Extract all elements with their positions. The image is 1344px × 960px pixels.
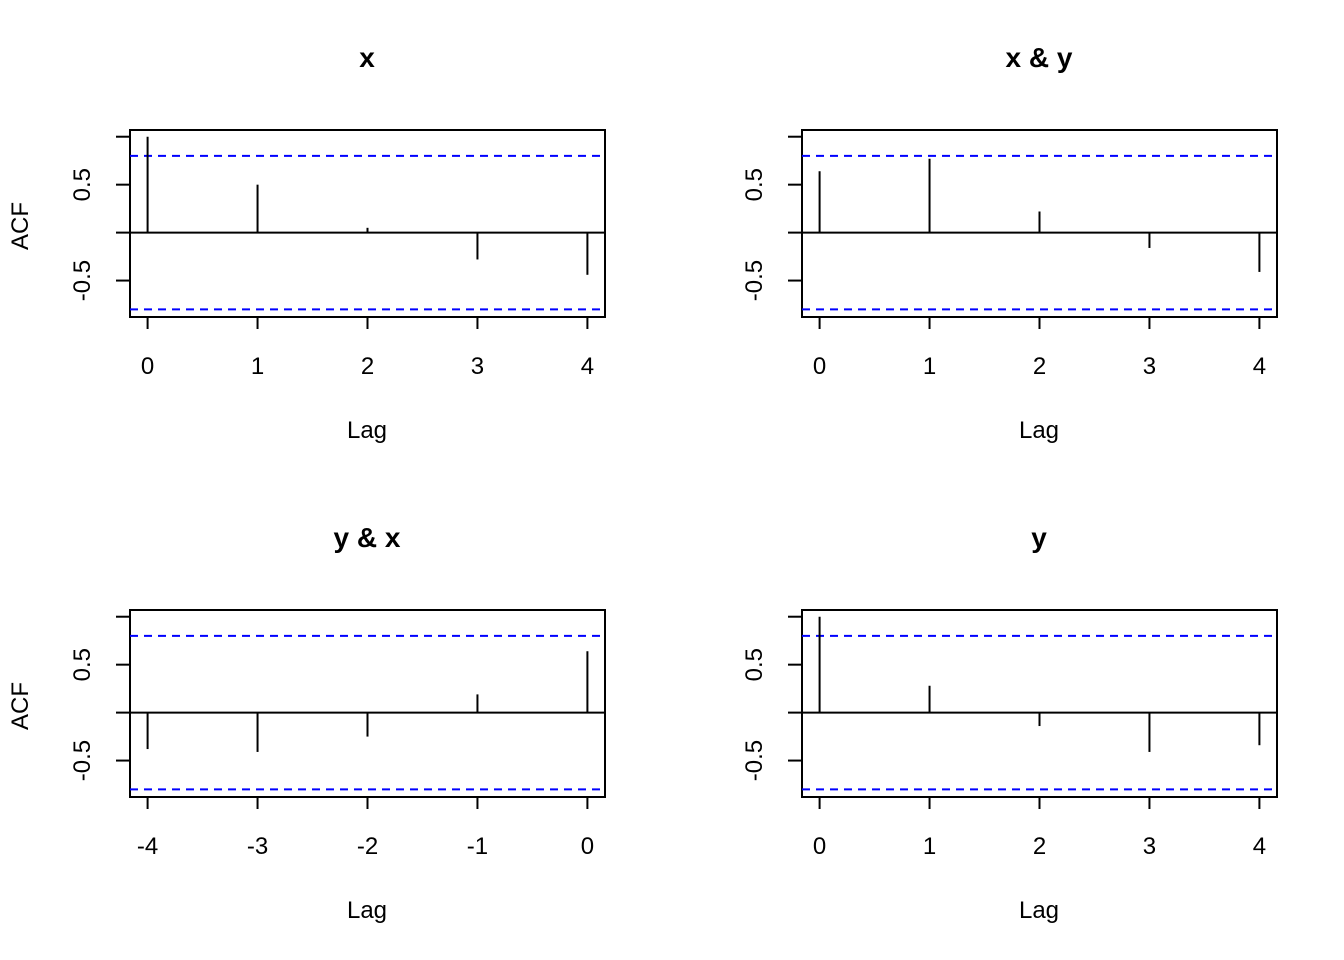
acf-panel-2: x & y 0 1 2 3 4 -0.5 0.5 Lag [741,42,1278,444]
chart-title: y [1031,522,1047,553]
x-tick-label: -1 [467,833,488,860]
x-tick-label: 1 [923,353,936,380]
y-axis-label: ACF [7,682,34,730]
plot-frame [129,609,606,798]
acf-panel-1: x 0 1 2 3 4 -0.5 0.5 Lag ACF [7,42,606,444]
x-axis-label: Lag [1019,897,1059,924]
x-axis-label: Lag [347,417,387,444]
x-tick-label: -2 [357,833,378,860]
y-tick-label: -0.5 [69,740,96,781]
chart-title: x & y [1006,42,1073,73]
x-tick-label: 2 [1033,833,1046,860]
x-tick-label: 0 [141,353,154,380]
x-axis-label: Lag [347,897,387,924]
x-tick-label: -4 [137,833,158,860]
chart-title: y & x [334,522,401,553]
x-axis-label: Lag [1019,417,1059,444]
y-tick-label: 0.5 [69,168,96,201]
x-tick-label: 3 [1143,353,1156,380]
x-tick-label: 0 [581,833,594,860]
y-tick-label: 0.5 [741,648,768,681]
x-tick-label: 1 [923,833,936,860]
x-tick-label: 4 [1253,353,1266,380]
x-tick-label: 4 [1253,833,1266,860]
y-tick-label: 0.5 [69,648,96,681]
x-tick-label: 2 [1033,353,1046,380]
x-tick-label: -3 [247,833,268,860]
plot-frame [129,129,606,318]
x-tick-label: 1 [251,353,264,380]
y-tick-label: -0.5 [741,740,768,781]
x-tick-label: 4 [581,353,594,380]
x-tick-label: 3 [1143,833,1156,860]
plot-frame [801,609,1278,798]
chart-title: x [359,42,375,73]
y-tick-label: -0.5 [69,260,96,301]
x-tick-label: 0 [813,353,826,380]
y-axis-label: ACF [7,202,34,250]
acf-panel-4: y 0 1 2 3 4 -0.5 0.5 Lag [741,522,1278,924]
x-tick-label: 0 [813,833,826,860]
x-tick-label: 2 [361,353,374,380]
x-tick-label: 3 [471,353,484,380]
y-tick-label: 0.5 [741,168,768,201]
acf-panel-3: y & x -4 -3 -2 -1 0 -0.5 0.5 Lag ACF [7,522,606,924]
y-tick-label: -0.5 [741,260,768,301]
